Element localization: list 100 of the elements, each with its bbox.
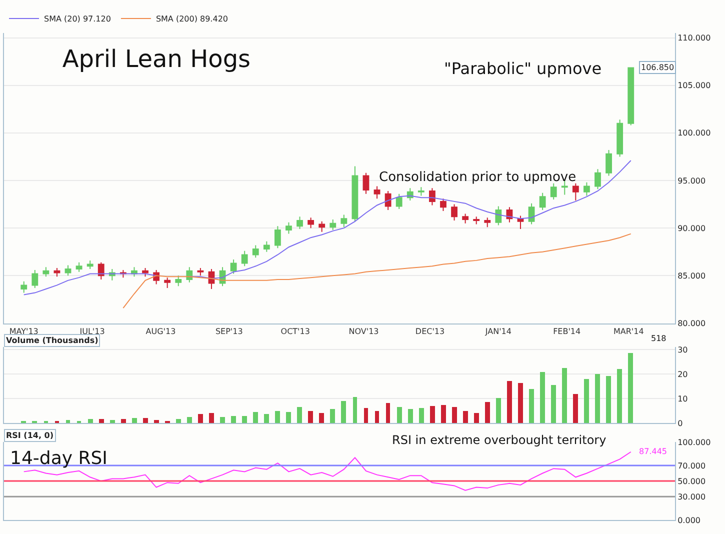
bar: [441, 405, 446, 424]
bar: [364, 408, 368, 424]
candlestick: [362, 172, 370, 194]
bar: [330, 409, 335, 424]
bar: [121, 419, 126, 424]
y-tick-label: 100.000: [678, 438, 711, 447]
candlestick: [98, 262, 104, 280]
bar: [386, 403, 390, 424]
x-tick-label: FEB'14: [553, 326, 581, 336]
y-tick-label: 105.000: [678, 81, 711, 90]
y-tick-label: 0: [678, 418, 683, 428]
bar: [99, 419, 104, 424]
bar: [518, 383, 523, 424]
bar: [463, 411, 468, 424]
y-tick-label: 30.000: [678, 492, 706, 502]
bar: [617, 369, 622, 424]
candlestick: [54, 268, 60, 278]
candlestick: [451, 204, 458, 221]
bar: [540, 372, 545, 424]
bar: [628, 353, 633, 424]
bar: [88, 419, 93, 424]
bar: [187, 417, 192, 424]
x-tick-label: DEC'13: [415, 326, 445, 336]
bar: [154, 420, 159, 424]
annotation: RSI in extreme overbought territory: [392, 433, 606, 447]
candlestick: [418, 186, 424, 196]
candlestick: [628, 66, 634, 126]
candlestick: [473, 216, 480, 225]
bar: [485, 402, 490, 424]
y-tick-label: 100.000: [678, 128, 711, 138]
y-tick-label: 70.000: [678, 461, 706, 470]
y-tick-label: 20: [678, 370, 688, 379]
text: 518: [651, 334, 666, 343]
candlestick: [429, 188, 436, 206]
y-tick-label: 50.000: [678, 476, 706, 486]
y-tick-label: 0.000: [678, 516, 701, 525]
bar: [176, 419, 181, 424]
candlestick: [286, 222, 292, 234]
bar: [573, 394, 578, 424]
bar: [286, 412, 291, 424]
y-tick-label: 80.000: [678, 319, 706, 328]
y-tick-label: 90.000: [678, 224, 706, 233]
annotation: 106.850: [641, 63, 674, 72]
candlestick: [20, 280, 28, 294]
candlestick: [606, 150, 612, 176]
bar: [253, 412, 258, 424]
candlestick: [484, 217, 491, 228]
chart-title: Volume (Thousands): [6, 336, 98, 345]
candlestick: [164, 277, 171, 289]
bar: [408, 409, 413, 424]
annotation: "Parabolic" upmove: [444, 59, 602, 78]
bar: [220, 417, 225, 424]
candlestick: [263, 240, 270, 252]
bar: [507, 381, 512, 424]
candlestick: [440, 198, 446, 212]
bar: [110, 420, 115, 424]
bar: [474, 413, 479, 424]
candlestick: [197, 268, 204, 276]
bar: [397, 407, 402, 424]
bar: [275, 411, 280, 424]
bar: [242, 416, 247, 424]
candlestick: [142, 268, 148, 278]
candlestick: [462, 213, 469, 224]
candlestick: [42, 266, 50, 278]
y-tick-label: 30: [678, 345, 688, 354]
candlestick: [340, 214, 348, 228]
bar: [308, 411, 313, 424]
bar: [198, 414, 203, 424]
candlestick: [550, 182, 557, 200]
candlestick: [352, 166, 358, 222]
legend-label: SMA (20) 97.120: [44, 14, 111, 24]
x-tick-label: MAY'13: [9, 326, 38, 336]
candlestick: [230, 258, 237, 274]
bar: [606, 376, 611, 424]
bar: [264, 414, 269, 424]
y-tick-label: 95.000: [678, 176, 706, 186]
bar: [353, 397, 357, 424]
candlestick: [396, 193, 402, 210]
bar: [551, 385, 556, 424]
bar: [562, 368, 567, 424]
y-tick-label: 10: [678, 394, 688, 404]
x-tick-label: JAN'14: [484, 326, 512, 336]
candlestick: [616, 119, 624, 158]
x-tick-label: NOV'13: [348, 326, 379, 336]
candlestick: [539, 192, 546, 211]
bar: [297, 407, 302, 424]
candlestick: [528, 202, 535, 225]
candlestick: [76, 262, 82, 272]
candlestick: [572, 182, 579, 201]
x-tick-label: AUG'13: [146, 326, 176, 336]
legend-label: SMA (200) 89.420: [156, 14, 228, 24]
bar: [419, 408, 424, 424]
x-tick-label: SEP'13: [215, 326, 243, 336]
candlestick: [241, 250, 248, 267]
bar: [529, 389, 534, 424]
text: April Lean Hogs: [62, 45, 251, 74]
candlestick: [64, 264, 72, 276]
candlestick: [296, 216, 303, 230]
bar: [496, 398, 501, 424]
candlestick: [594, 168, 601, 190]
